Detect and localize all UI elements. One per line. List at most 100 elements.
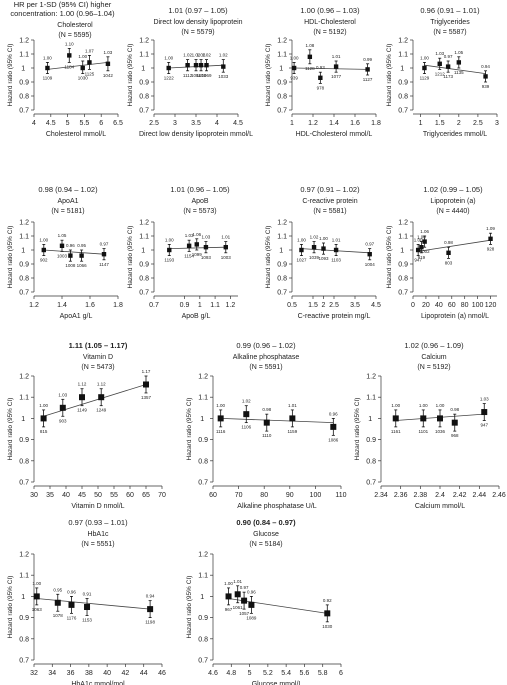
x-axis-label: Lipoprotein (a) nmol/L	[421, 313, 489, 320]
point-n: 947	[480, 423, 488, 428]
y-axis-label: Hazard ratio (95% CI)	[265, 226, 272, 289]
data-point	[311, 245, 317, 250]
y-tick-label: 0.9	[277, 262, 287, 269]
panels-group: Cholesterol(N = 5595)0.70.80.91 1.11.2Ha…	[7, 6, 506, 685]
data-point	[33, 593, 40, 600]
point-label: 1.00	[436, 403, 445, 408]
data-point	[307, 54, 313, 59]
x-tick-label: 1.4	[329, 120, 339, 127]
data-point	[367, 252, 372, 257]
data-point	[84, 604, 91, 610]
y-tick-label: 0.9	[198, 615, 208, 622]
y-tick-label: 1	[400, 66, 408, 73]
data-point	[289, 415, 296, 422]
y-tick-label: 0.9	[398, 80, 408, 87]
point-n: 803	[445, 260, 453, 265]
point-label: 1.02	[310, 235, 319, 240]
point-n: 939	[290, 76, 298, 81]
point-label: 1.01	[332, 54, 341, 59]
x-tick-label: 30	[30, 492, 38, 499]
y-tick-label: 1.1	[198, 395, 208, 402]
data-point	[437, 61, 442, 66]
x-tick-label: 36	[67, 670, 75, 677]
point-label: 0.99	[363, 57, 372, 62]
point-n: 1003	[221, 255, 232, 260]
y-axis-label: Hazard ratio (95% CI)	[186, 398, 193, 461]
y-axis-label: Hazard ratio (95% CI)	[265, 44, 272, 107]
data-point	[291, 65, 297, 71]
x-tick-label: 80	[260, 492, 268, 499]
x-tick-label: 0.7	[149, 302, 159, 309]
data-point	[392, 415, 399, 422]
panel-title: Vitamin D	[83, 354, 113, 361]
x-tick-label: 70	[158, 492, 166, 499]
data-point	[166, 65, 171, 71]
point-n: 1106	[241, 425, 251, 430]
x-tick-label: 60	[126, 492, 134, 499]
data-point	[80, 65, 85, 71]
point-n: 1110	[262, 433, 272, 438]
x-tick-label: 5.6	[300, 670, 310, 677]
x-tick-label: 2.42	[453, 492, 467, 499]
point-label: 1.06	[192, 232, 201, 237]
point-label: 0.98	[262, 407, 271, 412]
data-point	[59, 404, 66, 411]
y-tick-label: 0.8	[19, 636, 29, 643]
data-point	[204, 63, 209, 68]
chart-panel-13: 0.90 (0.84 – 0.97) Glucose (N = 5184) 0.7 0.…	[186, 518, 343, 685]
data-point	[101, 252, 107, 257]
point-n: 1249	[96, 408, 107, 413]
y-tick-label: 0.8	[398, 94, 408, 101]
point-label: 0.91	[83, 592, 92, 597]
data-point	[234, 591, 241, 598]
x-tick-label: 55	[110, 492, 118, 499]
x-tick-label: 90	[286, 492, 294, 499]
panel-title: Triglycerides	[430, 19, 470, 26]
point-label: 0.98	[444, 240, 453, 245]
x-tick-label: 1.6	[350, 120, 360, 127]
data-point	[54, 599, 61, 606]
data-point	[217, 415, 224, 422]
point-n: 1086	[328, 437, 339, 442]
x-tick-label: 2.34	[374, 492, 388, 499]
point-n: 1116	[216, 429, 226, 434]
chart-panel-12: 0.97 (0.93 – 1.01) HbA1c (N = 5551) 0.7 0.8 0…	[7, 518, 166, 685]
y-tick-label: 0.7	[139, 290, 149, 297]
y-tick-label: 0.8	[139, 276, 149, 283]
panel-hr: 0.98 (0.94 – 1.02)	[38, 185, 98, 194]
data-point	[437, 415, 443, 422]
y-tick-label: 0.9	[19, 80, 29, 87]
x-axis-label: HDL-Cholesterol mmol/L	[296, 131, 373, 138]
y-tick-label: 0.7	[277, 108, 287, 115]
x-axis-label: Calcium mmol/L	[415, 503, 465, 510]
x-tick-label: 60	[448, 302, 456, 309]
point-label: 1.00	[39, 237, 48, 242]
point-label: 1.03	[185, 233, 194, 238]
y-tick-label: 1	[400, 248, 408, 255]
data-point	[68, 601, 75, 608]
x-tick-label: 1	[419, 120, 423, 127]
y-tick-label: 1.2	[398, 220, 408, 227]
panel-title: Alkaline phosphatase	[233, 354, 300, 361]
point-n: 968	[451, 433, 459, 438]
point-label: 1.00	[164, 55, 173, 60]
x-tick-label: 2	[322, 302, 326, 309]
data-point	[185, 63, 190, 68]
trend-line	[43, 384, 147, 417]
data-point	[203, 245, 209, 250]
point-label: 1.05	[58, 233, 67, 238]
x-tick-label: 46	[158, 670, 166, 677]
data-point	[330, 423, 337, 430]
x-tick-label: 1	[198, 302, 202, 309]
point-label: 1.08	[305, 43, 314, 48]
header-line-1: HR per 1-SD (95% CI) higher	[13, 0, 112, 9]
y-tick-label: 1.2	[198, 374, 208, 381]
chart-panel-9: 1.11 (1.05 – 1.17) Vitamin D (N = 5473) 0.7…	[7, 341, 166, 510]
data-point	[456, 60, 462, 65]
x-tick-label: 34	[48, 670, 56, 677]
data-point	[87, 60, 92, 65]
point-n: 1030	[78, 76, 89, 81]
panel-n: (N = 5591)	[249, 364, 282, 371]
x-tick-label: 4.6	[208, 670, 218, 677]
panel-n: (N = 5595)	[58, 32, 91, 39]
